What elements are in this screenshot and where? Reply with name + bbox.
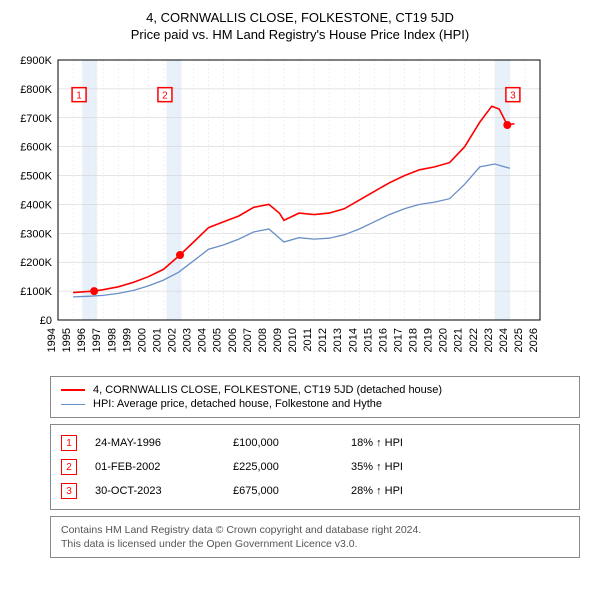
event-price: £675,000: [233, 485, 333, 497]
event-date: 24-MAY-1996: [95, 437, 215, 449]
y-tick-label: £100K: [20, 286, 52, 298]
x-tick-label: 2016: [377, 328, 389, 352]
event-dot: [176, 251, 184, 259]
x-tick-label: 2023: [483, 328, 495, 352]
x-tick-label: 1994: [46, 328, 58, 352]
chart-container: 4, CORNWALLIS CLOSE, FOLKESTONE, CT19 5J…: [10, 10, 590, 558]
price-chart: £0 £100K £200K £300K £400K £500K £600K £700K £80…: [10, 50, 550, 370]
event-date: 30-OCT-2023: [95, 485, 215, 497]
event-pct: 28% ↑ HPI: [351, 485, 461, 497]
x-tick-label: 2018: [408, 328, 420, 352]
x-tick-label: 2026: [528, 328, 540, 352]
event-row: 1 24-MAY-1996 £100,000 18% ↑ HPI: [61, 431, 569, 455]
y-tick-label: £600K: [20, 142, 52, 154]
event-price: £225,000: [233, 461, 333, 473]
legend-label: 4, CORNWALLIS CLOSE, FOLKESTONE, CT19 5J…: [93, 384, 442, 396]
event-dot: [90, 287, 98, 295]
footer-line-1: Contains HM Land Registry data © Crown c…: [61, 523, 569, 537]
events-table: 1 24-MAY-1996 £100,000 18% ↑ HPI 2 01-FEB-200…: [50, 424, 580, 510]
y-tick-label: £900K: [20, 55, 52, 67]
x-tick-label: 2002: [167, 328, 179, 352]
event-dot: [503, 121, 511, 129]
series-hpi: [73, 164, 510, 297]
event-marker: 3: [61, 483, 77, 499]
event-pct: 35% ↑ HPI: [351, 461, 461, 473]
x-tick-label: 2007: [242, 328, 254, 352]
x-tick-label: 2025: [513, 328, 525, 352]
y-tick-label: £500K: [20, 171, 52, 183]
event-marker: 2: [61, 459, 77, 475]
event-row: 3 30-OCT-2023 £675,000 28% ↑ HPI: [61, 479, 569, 503]
x-tick-label: 2024: [498, 328, 510, 352]
x-tick-label: 2008: [257, 328, 269, 352]
y-tick-label: £400K: [20, 199, 52, 211]
event-price: £100,000: [233, 437, 333, 449]
y-tick-label: £300K: [20, 228, 52, 240]
y-tick-label: £200K: [20, 257, 52, 269]
x-tick-label: 2001: [151, 328, 163, 352]
x-tick-label: 2022: [468, 328, 480, 352]
y-tick-label: £0: [40, 315, 52, 327]
x-tick-label: 2005: [212, 328, 224, 352]
legend-item: 4, CORNWALLIS CLOSE, FOLKESTONE, CT19 5J…: [61, 383, 569, 397]
legend: 4, CORNWALLIS CLOSE, FOLKESTONE, CT19 5J…: [50, 376, 580, 418]
x-tick-label: 2006: [227, 328, 239, 352]
event-marker-label: 1: [76, 90, 82, 101]
x-tick-label: 1998: [106, 328, 118, 352]
licence-footer: Contains HM Land Registry data © Crown c…: [50, 516, 580, 558]
event-marker: 1: [61, 435, 77, 451]
x-tick-label: 2021: [453, 328, 465, 352]
x-tick-label: 2011: [302, 328, 314, 352]
x-tick-label: 2019: [423, 328, 435, 352]
legend-swatch: [61, 404, 85, 405]
x-tick-label: 2015: [362, 328, 374, 352]
legend-label: HPI: Average price, detached house, Folk…: [93, 398, 382, 410]
x-tick-label: 2012: [317, 328, 329, 352]
x-tick-label: 2013: [332, 328, 344, 352]
chart-title: 4, CORNWALLIS CLOSE, FOLKESTONE, CT19 5J…: [10, 10, 590, 25]
x-tick-label: 1995: [61, 328, 73, 352]
chart-subtitle: Price paid vs. HM Land Registry's House …: [10, 27, 590, 42]
x-tick-label: 2009: [272, 328, 284, 352]
footer-line-2: This data is licensed under the Open Gov…: [61, 537, 569, 551]
x-tick-label: 1999: [121, 328, 133, 352]
x-tick-label: 2004: [197, 328, 209, 352]
event-marker-label: 2: [162, 90, 168, 101]
x-tick-label: 2017: [392, 328, 404, 352]
legend-item: HPI: Average price, detached house, Folk…: [61, 397, 569, 411]
event-marker-label: 3: [510, 90, 516, 101]
event-row: 2 01-FEB-2002 £225,000 35% ↑ HPI: [61, 455, 569, 479]
y-tick-label: £800K: [20, 84, 52, 96]
x-tick-label: 2020: [438, 328, 450, 352]
x-tick-label: 2000: [136, 328, 148, 352]
event-date: 01-FEB-2002: [95, 461, 215, 473]
x-tick-label: 1997: [91, 328, 103, 352]
x-tick-label: 1996: [76, 328, 88, 352]
x-tick-label: 2014: [347, 328, 359, 352]
legend-swatch: [61, 389, 85, 391]
x-tick-label: 2010: [287, 328, 299, 352]
y-tick-label: £700K: [20, 113, 52, 125]
event-pct: 18% ↑ HPI: [351, 437, 461, 449]
x-tick-label: 2003: [182, 328, 194, 352]
